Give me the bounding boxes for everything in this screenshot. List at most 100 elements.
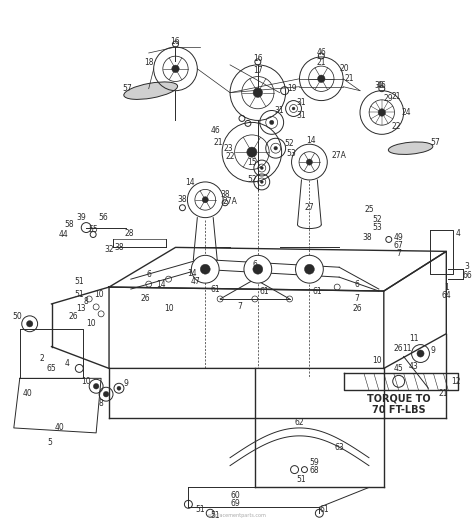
Circle shape <box>260 167 263 170</box>
Circle shape <box>27 321 33 327</box>
Text: 27A: 27A <box>223 197 237 206</box>
Text: 50: 50 <box>12 312 22 322</box>
Text: 20: 20 <box>339 64 349 74</box>
Text: 17: 17 <box>253 66 263 75</box>
Circle shape <box>270 120 274 125</box>
Circle shape <box>292 107 295 110</box>
Text: 44: 44 <box>58 230 68 239</box>
Text: 26: 26 <box>394 344 403 353</box>
Text: 61: 61 <box>260 287 270 295</box>
Text: 6: 6 <box>146 270 151 279</box>
Text: 38: 38 <box>362 233 372 242</box>
Text: 46: 46 <box>317 49 326 57</box>
Text: 70 FT-LBS: 70 FT-LBS <box>372 405 426 415</box>
Text: 16: 16 <box>171 37 180 45</box>
Text: 59: 59 <box>310 458 319 467</box>
Text: 26: 26 <box>141 294 151 303</box>
Circle shape <box>318 75 325 82</box>
Circle shape <box>244 255 272 283</box>
Text: 7: 7 <box>396 249 401 258</box>
Text: 7: 7 <box>355 294 359 303</box>
Circle shape <box>247 147 257 157</box>
Text: 68: 68 <box>310 466 319 475</box>
Text: 46: 46 <box>210 126 220 135</box>
Circle shape <box>306 159 312 165</box>
Text: 49: 49 <box>394 233 403 242</box>
Text: 58: 58 <box>64 220 74 229</box>
Text: 52: 52 <box>247 175 257 184</box>
Text: 16: 16 <box>253 54 263 63</box>
Ellipse shape <box>124 82 178 99</box>
Circle shape <box>201 264 210 274</box>
Text: 11: 11 <box>402 344 411 353</box>
Text: 26: 26 <box>352 304 362 313</box>
Text: 51: 51 <box>74 290 84 299</box>
Text: 56: 56 <box>98 213 108 222</box>
Text: 4: 4 <box>65 359 70 368</box>
Text: 61: 61 <box>312 287 322 295</box>
Text: 22: 22 <box>225 151 235 161</box>
Circle shape <box>103 392 109 397</box>
Circle shape <box>172 65 179 73</box>
Circle shape <box>253 88 263 98</box>
Text: 22: 22 <box>392 122 401 131</box>
Text: 57: 57 <box>122 84 132 93</box>
Circle shape <box>93 384 99 389</box>
Text: ereplacementparts.com: ereplacementparts.com <box>208 513 266 518</box>
Text: 26: 26 <box>69 312 78 322</box>
Text: 5: 5 <box>47 438 52 447</box>
Text: 52: 52 <box>285 139 294 148</box>
Text: 6: 6 <box>253 260 257 269</box>
Ellipse shape <box>388 142 433 155</box>
Text: 61: 61 <box>210 284 220 293</box>
Text: 27: 27 <box>305 203 314 212</box>
Text: 31: 31 <box>275 106 284 115</box>
Circle shape <box>260 181 263 183</box>
Text: 63: 63 <box>334 443 344 452</box>
Circle shape <box>417 350 424 357</box>
Text: 18: 18 <box>144 58 154 67</box>
Text: 57: 57 <box>430 138 440 147</box>
Circle shape <box>295 255 323 283</box>
Text: 9: 9 <box>431 346 436 355</box>
Circle shape <box>304 264 314 274</box>
Text: 27A: 27A <box>332 151 346 160</box>
Circle shape <box>117 386 121 390</box>
Text: 40: 40 <box>23 389 33 398</box>
Text: 9: 9 <box>123 379 128 388</box>
Text: 38: 38 <box>220 191 230 199</box>
Text: 24: 24 <box>402 108 411 117</box>
Text: TORQUE TO: TORQUE TO <box>367 393 430 403</box>
Text: 39: 39 <box>76 213 86 222</box>
Text: 23: 23 <box>223 144 233 153</box>
Text: 51: 51 <box>210 511 220 520</box>
Text: 11: 11 <box>409 334 419 343</box>
Text: 2: 2 <box>39 354 44 363</box>
Text: 46: 46 <box>377 81 387 90</box>
Text: 31: 31 <box>297 111 306 120</box>
Text: 21: 21 <box>317 58 326 67</box>
Text: 61: 61 <box>319 505 329 514</box>
Text: 69: 69 <box>230 499 240 508</box>
Text: 30: 30 <box>374 81 384 90</box>
Text: 51: 51 <box>195 505 205 514</box>
Text: 14: 14 <box>185 179 195 187</box>
Text: 66: 66 <box>462 271 472 280</box>
Text: 7: 7 <box>237 302 242 312</box>
Text: 8: 8 <box>84 298 89 306</box>
Text: 29: 29 <box>384 94 393 103</box>
Text: 21: 21 <box>392 92 401 101</box>
Text: 53: 53 <box>372 223 382 232</box>
Text: 65: 65 <box>46 364 56 373</box>
Text: 28: 28 <box>124 229 134 238</box>
Text: 3: 3 <box>465 262 470 271</box>
Text: 53: 53 <box>287 149 296 158</box>
Text: 14: 14 <box>188 269 197 278</box>
Text: 4: 4 <box>456 229 461 238</box>
Text: 51: 51 <box>74 277 84 286</box>
Text: 45: 45 <box>394 364 403 373</box>
Text: 43: 43 <box>409 362 419 371</box>
Text: 14: 14 <box>156 280 165 289</box>
Text: 32: 32 <box>104 245 114 254</box>
Text: 62: 62 <box>295 419 304 428</box>
